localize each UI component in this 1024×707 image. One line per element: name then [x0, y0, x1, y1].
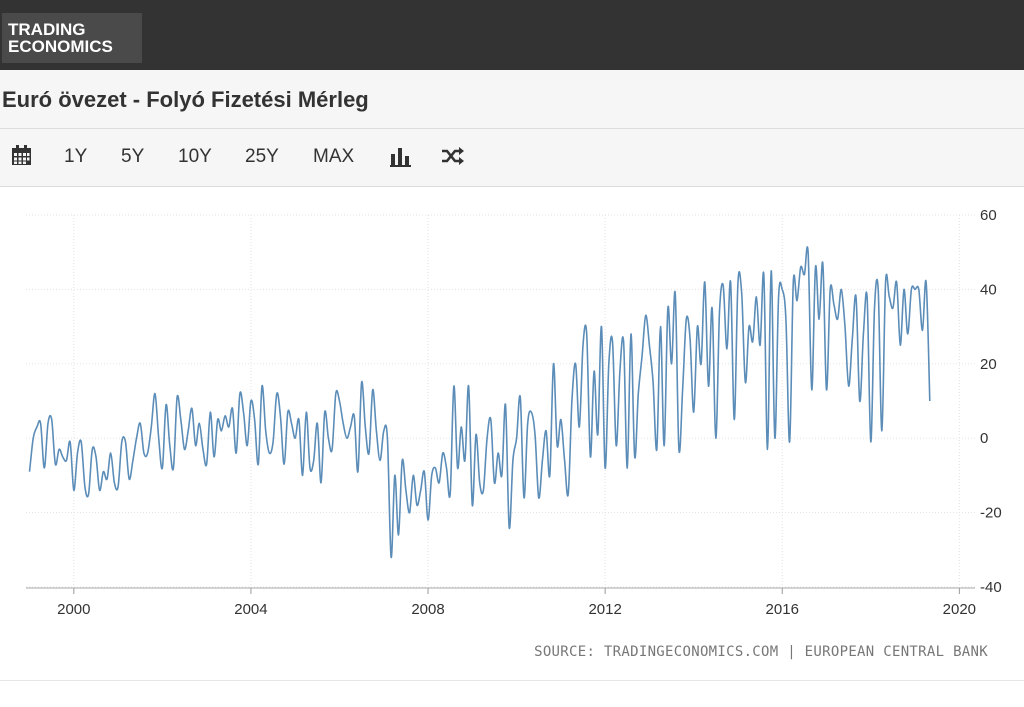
page-title: Euró övezet - Folyó Fizetési Mérleg: [2, 87, 369, 112]
x-tick-label: 2016: [766, 601, 799, 618]
top-bar: TRADING ECONOMICS: [0, 0, 1024, 70]
logo-line2: ECONOMICS: [8, 37, 113, 56]
range-10y-button[interactable]: 10Y: [178, 146, 212, 167]
range-5y-button[interactable]: 5Y: [121, 146, 145, 167]
y-tick-label: 0: [980, 430, 988, 447]
bottom-divider: [0, 680, 1024, 681]
calendar-icon[interactable]: [11, 145, 32, 166]
trading-economics-logo[interactable]: TRADING ECONOMICS: [2, 13, 142, 63]
chart-grid: [26, 214, 975, 594]
y-tick-label: 60: [980, 207, 997, 224]
y-tick-label: -20: [980, 505, 1002, 522]
y-tick-label: 20: [980, 356, 997, 373]
x-tick-label: 2000: [57, 601, 90, 618]
x-tick-label: 2004: [234, 601, 267, 618]
y-axis-labels: 60 40 20 0 -20 -40: [980, 207, 1002, 596]
series-line: [28, 246, 931, 559]
bar-chart-icon[interactable]: [390, 146, 411, 167]
x-tick-label: 2012: [588, 601, 621, 618]
range-1y-button[interactable]: 1Y: [64, 146, 88, 167]
x-axis-labels: 2000 2004 2008 2012 2016 2020: [57, 601, 976, 618]
chart-toolbar: 1Y 5Y 10Y 25Y MAX: [0, 129, 1024, 187]
x-tick-label: 2020: [943, 601, 976, 618]
source-note: SOURCE: TRADINGECONOMICS.COM | EUROPEAN …: [534, 644, 988, 660]
range-max-button[interactable]: MAX: [313, 146, 355, 167]
title-bar: Euró övezet - Folyó Fizetési Mérleg: [0, 70, 1024, 129]
line-chart: 60 40 20 0 -20 -40 2000 2004 2008 2012 2016 2020: [26, 207, 1002, 618]
shuffle-icon[interactable]: [441, 147, 465, 165]
logo-line1: TRADING: [8, 20, 86, 39]
range-25y-button[interactable]: 25Y: [245, 146, 279, 167]
y-tick-label: 40: [980, 281, 997, 298]
x-tick-label: 2008: [411, 601, 444, 618]
y-tick-label: -40: [980, 579, 1002, 596]
